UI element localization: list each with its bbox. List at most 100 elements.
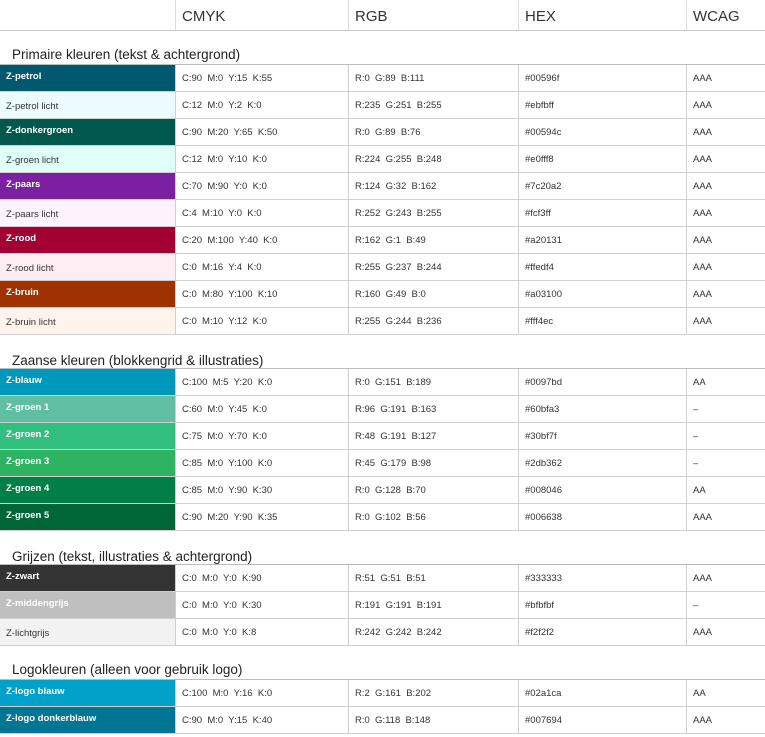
table-row: Z-rood C:20 M:100 Y:40 K:0 R:162 G:1 B:49 #… [0, 227, 765, 254]
wcag-value: AA [686, 680, 765, 706]
cmyk-value: C:4 M:10 Y:0 K:0 [175, 200, 348, 226]
color-section: Zaanse kleuren (blokkengrid & illustrati… [0, 335, 765, 531]
table-row: Z-petrol licht C:12 M:0 Y:2 K:0 R:235 G:25… [0, 92, 765, 119]
wcag-value: AAA [686, 619, 765, 645]
cmyk-value: C:85 M:0 Y:90 K:30 [175, 477, 348, 503]
table-row: Z-groen licht C:12 M:0 Y:10 K:0 R:224 G:25… [0, 146, 765, 173]
rgb-value: R:252 G:243 B:255 [348, 200, 518, 226]
hex-value: #fff4ec [518, 308, 686, 334]
table-row: Z-groen 4 C:85 M:0 Y:90 K:30 R:0 G:128 B:7… [0, 477, 765, 504]
table-row: Z-bruin licht C:0 M:10 Y:12 K:0 R:255 G:24… [0, 308, 765, 335]
wcag-value: AAA [686, 200, 765, 226]
hex-value: #a03100 [518, 281, 686, 307]
table-header: CMYK RGB HEX WCAG [0, 0, 765, 31]
table-row: Z-logo donkerblauw C:90 M:0 Y:15 K:40 R:0 … [0, 707, 765, 734]
header-hex: HEX [518, 0, 686, 30]
cmyk-value: C:85 M:0 Y:100 K:0 [175, 450, 348, 476]
table-row: Z-groen 5 C:90 M:20 Y:90 K:35 R:0 G:102 B:… [0, 504, 765, 531]
color-swatch: Z-rood licht [0, 254, 175, 280]
cmyk-value: C:90 M:20 Y:90 K:35 [175, 504, 348, 530]
table-row: Z-paars licht C:4 M:10 Y:0 K:0 R:252 G:243… [0, 200, 765, 227]
rgb-value: R:124 G:32 B:162 [348, 173, 518, 199]
hex-value: #60bfa3 [518, 396, 686, 422]
wcag-value: AAA [686, 707, 765, 733]
hex-value: #02a1ca [518, 680, 686, 706]
wcag-value: AA [686, 477, 765, 503]
hex-value: #ffedf4 [518, 254, 686, 280]
color-swatch: Z-rood [0, 227, 175, 253]
color-swatch: Z-zwart [0, 565, 175, 591]
hex-value: #f2f2f2 [518, 619, 686, 645]
table-row: Z-paars C:70 M:90 Y:0 K:0 R:124 G:32 B:162… [0, 173, 765, 200]
color-swatch: Z-bruin licht [0, 308, 175, 334]
hex-value: #e0fff8 [518, 146, 686, 172]
hex-value: #00596f [518, 65, 686, 91]
color-section: Primaire kleuren (tekst & achtergrond) Z-… [0, 31, 765, 335]
hex-value: #0097bd [518, 369, 686, 395]
hex-value: #a20131 [518, 227, 686, 253]
wcag-value: AAA [686, 92, 765, 118]
cmyk-value: C:90 M:0 Y:15 K:40 [175, 707, 348, 733]
rgb-value: R:45 G:179 B:98 [348, 450, 518, 476]
hex-value: #30bf7f [518, 423, 686, 449]
wcag-value: AAA [686, 119, 765, 145]
rgb-value: R:48 G:191 B:127 [348, 423, 518, 449]
color-swatch: Z-petrol licht [0, 92, 175, 118]
color-swatch: Z-groen 1 [0, 396, 175, 422]
hex-value: #006638 [518, 504, 686, 530]
color-swatch: Z-bruin [0, 281, 175, 307]
color-swatch: Z-logo donkerblauw [0, 707, 175, 733]
wcag-value: AA [686, 369, 765, 395]
hex-value: #008046 [518, 477, 686, 503]
rgb-value: R:0 G:89 B:76 [348, 119, 518, 145]
color-swatch: Z-groen licht [0, 146, 175, 172]
rgb-value: R:235 G:251 B:255 [348, 92, 518, 118]
hex-value: #7c20a2 [518, 173, 686, 199]
table-row: Z-lichtgrijs C:0 M:0 Y:0 K:8 R:242 G:242 B… [0, 619, 765, 646]
section-title: Primaire kleuren (tekst & achtergrond) [0, 31, 765, 65]
table-row: Z-petrol C:90 M:0 Y:15 K:55 R:0 G:89 B:111… [0, 65, 765, 92]
table-row: Z-logo blauw C:100 M:0 Y:16 K:0 R:2 G:161 … [0, 680, 765, 707]
rgb-value: R:160 G:49 B:0 [348, 281, 518, 307]
hex-value: #ebfbff [518, 92, 686, 118]
cmyk-value: C:12 M:0 Y:2 K:0 [175, 92, 348, 118]
table-row: Z-donkergroen C:90 M:20 Y:65 K:50 R:0 G:89… [0, 119, 765, 146]
rgb-value: R:0 G:128 B:70 [348, 477, 518, 503]
color-section: Logokleuren (alleen voor gebruik logo) Z-… [0, 646, 765, 734]
color-swatch: Z-groen 4 [0, 477, 175, 503]
wcag-value: AAA [686, 227, 765, 253]
wcag-value: AAA [686, 281, 765, 307]
header-empty-cell [0, 0, 175, 30]
wcag-value: AAA [686, 173, 765, 199]
rgb-value: R:51 G:51 B:51 [348, 565, 518, 591]
color-swatch: Z-blauw [0, 369, 175, 395]
color-swatch: Z-groen 5 [0, 504, 175, 530]
color-swatch: Z-middengrijs [0, 592, 175, 618]
color-swatch: Z-logo blauw [0, 680, 175, 706]
rgb-value: R:2 G:161 B:202 [348, 680, 518, 706]
wcag-value: AAA [686, 65, 765, 91]
section-title: Zaanse kleuren (blokkengrid & illustrati… [0, 335, 765, 369]
cmyk-value: C:12 M:0 Y:10 K:0 [175, 146, 348, 172]
color-swatch: Z-petrol [0, 65, 175, 91]
rgb-value: R:224 G:255 B:248 [348, 146, 518, 172]
rgb-value: R:0 G:102 B:56 [348, 504, 518, 530]
section-title: Logokleuren (alleen voor gebruik logo) [0, 646, 765, 680]
rgb-value: R:255 G:244 B:236 [348, 308, 518, 334]
cmyk-value: C:0 M:10 Y:12 K:0 [175, 308, 348, 334]
hex-value: #fcf3ff [518, 200, 686, 226]
hex-value: #007694 [518, 707, 686, 733]
rgb-value: R:96 G:191 B:163 [348, 396, 518, 422]
table-row: Z-groen 2 C:75 M:0 Y:70 K:0 R:48 G:191 B:1… [0, 423, 765, 450]
rgb-value: R:0 G:151 B:189 [348, 369, 518, 395]
wcag-value: AAA [686, 308, 765, 334]
table-row: Z-middengrijs C:0 M:0 Y:0 K:30 R:191 G:191… [0, 592, 765, 619]
table-row: Z-groen 1 C:60 M:0 Y:45 K:0 R:96 G:191 B:1… [0, 396, 765, 423]
rgb-value: R:242 G:242 B:242 [348, 619, 518, 645]
cmyk-value: C:20 M:100 Y:40 K:0 [175, 227, 348, 253]
table-row: Z-blauw C:100 M:5 Y:20 K:0 R:0 G:151 B:189… [0, 369, 765, 396]
cmyk-value: C:0 M:0 Y:0 K:30 [175, 592, 348, 618]
cmyk-value: C:0 M:0 Y:0 K:90 [175, 565, 348, 591]
wcag-value: AAA [686, 146, 765, 172]
